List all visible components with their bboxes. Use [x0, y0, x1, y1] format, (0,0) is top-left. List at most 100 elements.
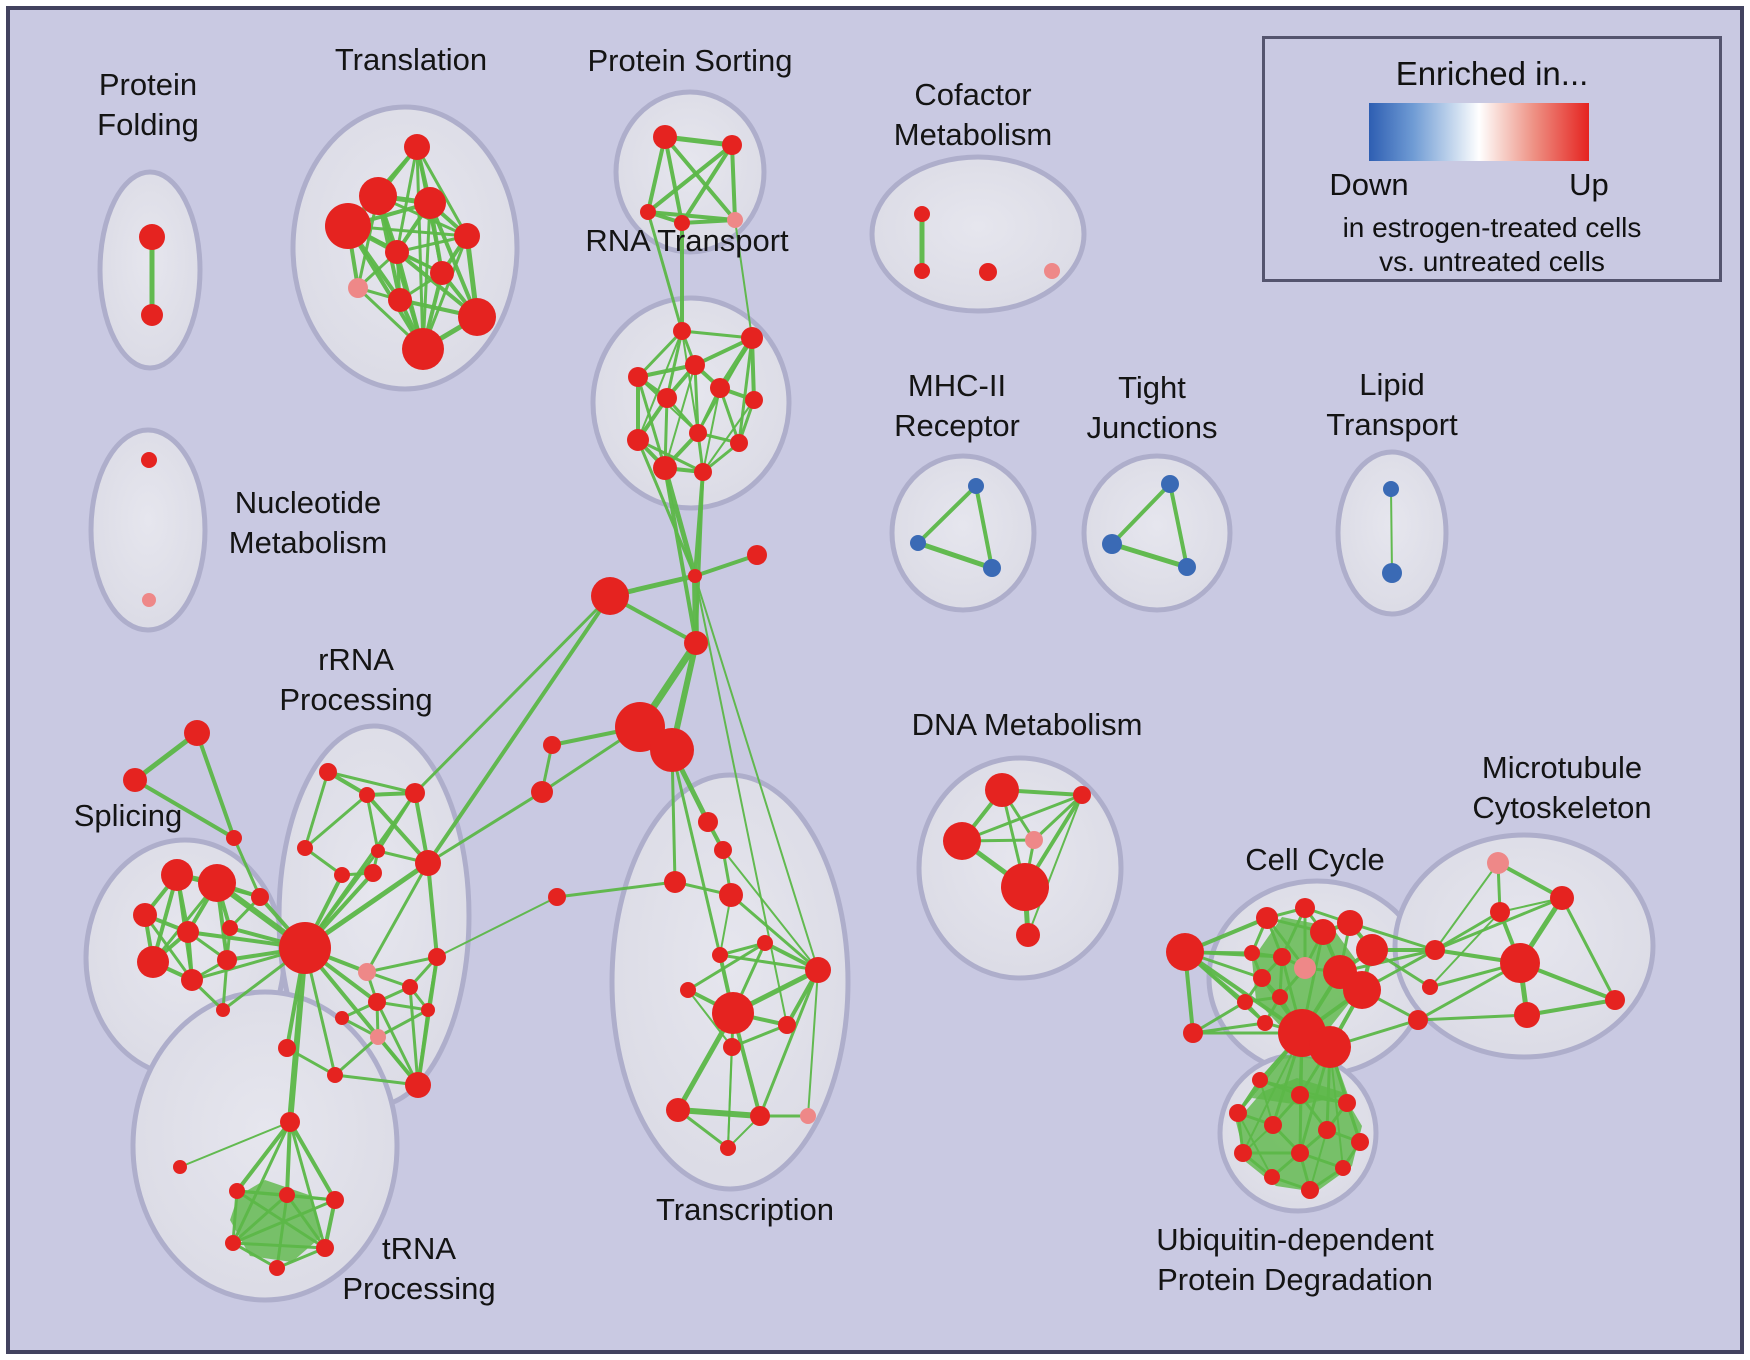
gene-set-node [548, 888, 566, 906]
cluster-label-protein-folding: Protein [99, 67, 197, 102]
gene-set-node [348, 278, 368, 298]
gene-set-node [653, 125, 677, 149]
gene-set-node [1161, 475, 1179, 493]
gene-set-node [1337, 910, 1363, 936]
gene-set-node [745, 391, 763, 409]
overlap-edge [636, 329, 684, 379]
overlap-edge [680, 329, 754, 340]
overlap-edge [737, 336, 754, 445]
gene-set-node [741, 327, 763, 349]
overlap-edge [730, 1023, 789, 1049]
overlap-edge [1433, 896, 1564, 952]
gene-set-node [730, 434, 748, 452]
gene-set-node [983, 559, 1001, 577]
gene-set-node [368, 993, 386, 1011]
gene-set-node [280, 1112, 300, 1132]
legend-caption-line1: in estrogen-treated cells [1342, 212, 1642, 243]
overlap-edge [663, 466, 698, 645]
overlap-edge [231, 1193, 289, 1245]
gene-set-node [968, 478, 984, 494]
gene-set-node [133, 903, 157, 927]
gene-set-node [914, 206, 930, 222]
overlap-edge [670, 748, 722, 957]
cluster-label-ubiquitin-dependent-protein-degradation: Protein Degradation [1157, 1262, 1433, 1297]
gene-set-node [1356, 934, 1388, 966]
gene-set-node [1310, 919, 1336, 945]
overlap-edge [663, 135, 737, 222]
gene-set-node [723, 1038, 741, 1056]
gene-set-node [1016, 923, 1040, 947]
cluster-label-rrna-processing: Processing [279, 682, 432, 717]
gene-set-node [694, 463, 712, 481]
cluster-label-protein-sorting: Protein Sorting [587, 43, 792, 78]
overlap-edge [408, 985, 420, 1087]
overlap-edge [365, 861, 430, 974]
cluster-bubble-nucleotide-metabolism [88, 427, 208, 633]
gene-set-node [640, 204, 656, 220]
overlap-edge [1390, 488, 1393, 574]
gene-set-node [531, 781, 553, 803]
cluster-label-mhc-ii-receptor: MHC-II [908, 368, 1006, 403]
cluster-bubble-cofactor-metabolism [869, 154, 1087, 314]
gene-set-node [1383, 481, 1399, 497]
cluster-label-cofactor-metabolism: Metabolism [894, 117, 1053, 152]
overlap-edge [426, 594, 612, 865]
overlap-edge [974, 484, 994, 570]
cluster-label-splicing: Splicing [74, 798, 183, 833]
gene-set-node [364, 864, 382, 882]
gene-set-node [1291, 1086, 1309, 1104]
legend-down-label: Down [1329, 167, 1409, 202]
overlap-edge [718, 953, 820, 972]
gene-set-node [222, 920, 238, 936]
gene-set-node [747, 545, 767, 565]
overlap-edge [285, 1193, 327, 1250]
overlap-edge [1429, 911, 1501, 988]
overlap-edge [680, 143, 734, 225]
gene-set-node [229, 1183, 245, 1199]
gene-set-node [653, 456, 677, 480]
gene-set-node [181, 969, 203, 991]
gene-set-node [1382, 563, 1402, 583]
overlap-edge [231, 1198, 337, 1245]
gene-set-node [943, 822, 981, 860]
gene-set-node [615, 702, 665, 752]
gene-set-node [627, 429, 649, 451]
gene-set-node [370, 1029, 386, 1045]
cluster-label-tight-junctions: Junctions [1087, 410, 1218, 445]
gene-set-node [719, 883, 743, 907]
overlap-edge [730, 143, 737, 222]
gene-set-node [1351, 1133, 1369, 1151]
overlap-edge [413, 594, 612, 795]
gene-set-node [1408, 1010, 1428, 1030]
cluster-label-trna-processing: Processing [342, 1271, 495, 1306]
cluster-label-lipid-transport: Transport [1326, 407, 1458, 442]
overlap-edge [376, 1008, 430, 1039]
overlap-edge [702, 387, 721, 473]
gene-set-node [689, 424, 707, 442]
overlap-edge [807, 969, 819, 1117]
cluster-bubble-tight-junctions [1081, 453, 1233, 613]
cluster-label-ubiquitin-dependent-protein-degradation: Ubiquitin-dependent [1156, 1222, 1434, 1257]
overlap-edge [333, 1073, 420, 1087]
overlap-edge [1348, 921, 1437, 952]
overlap-edge [303, 770, 330, 850]
gene-set-node [1550, 886, 1574, 910]
overlap-edge [326, 770, 417, 795]
gene-set-node [1425, 940, 1445, 960]
gene-set-node [402, 328, 444, 370]
gene-set-node [326, 1191, 344, 1209]
cluster-label-lipid-transport: Lipid [1359, 367, 1425, 402]
gene-set-node [142, 593, 156, 607]
legend-caption: in estrogen-treated cells vs. untreated … [1265, 211, 1719, 279]
gene-set-node [1166, 933, 1204, 971]
gene-set-node [1605, 990, 1625, 1010]
overlap-edge [1434, 862, 1499, 951]
gene-set-node [698, 812, 718, 832]
overlap-edge [646, 143, 734, 214]
gene-set-node [458, 298, 496, 336]
gene-set-node [1073, 786, 1091, 804]
gene-set-node [1490, 902, 1510, 922]
cluster-label-rrna-processing: rRNA [318, 642, 394, 677]
overlap-edge [303, 793, 369, 850]
overlap-edge [1191, 1000, 1247, 1035]
